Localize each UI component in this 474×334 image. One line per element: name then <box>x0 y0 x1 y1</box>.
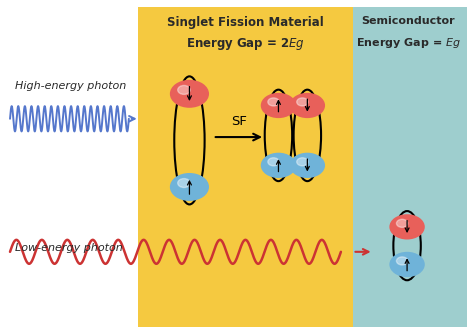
Bar <box>353 7 467 327</box>
Text: High-energy photon: High-energy photon <box>15 80 126 91</box>
Circle shape <box>170 173 209 201</box>
Text: Semiconductor: Semiconductor <box>362 16 456 26</box>
Circle shape <box>170 80 209 108</box>
Circle shape <box>389 214 425 239</box>
Text: Singlet Fission Material: Singlet Fission Material <box>167 16 324 29</box>
Circle shape <box>268 158 279 166</box>
Bar <box>138 7 353 327</box>
Circle shape <box>178 86 190 95</box>
Text: Energy Gap = 2$\it{Eg}$: Energy Gap = 2$\it{Eg}$ <box>186 36 305 52</box>
Text: Energy Gap = $\it{Eg}$: Energy Gap = $\it{Eg}$ <box>356 36 461 50</box>
Circle shape <box>396 257 408 265</box>
Circle shape <box>396 219 408 227</box>
Circle shape <box>389 252 425 277</box>
Text: SF: SF <box>231 115 247 128</box>
Circle shape <box>178 179 190 187</box>
Circle shape <box>297 158 308 166</box>
Circle shape <box>261 153 296 178</box>
Circle shape <box>261 93 296 118</box>
Circle shape <box>297 98 308 106</box>
Circle shape <box>290 153 325 178</box>
Text: Low-energy photon: Low-energy photon <box>15 243 122 254</box>
Circle shape <box>268 98 279 106</box>
Circle shape <box>290 93 325 118</box>
